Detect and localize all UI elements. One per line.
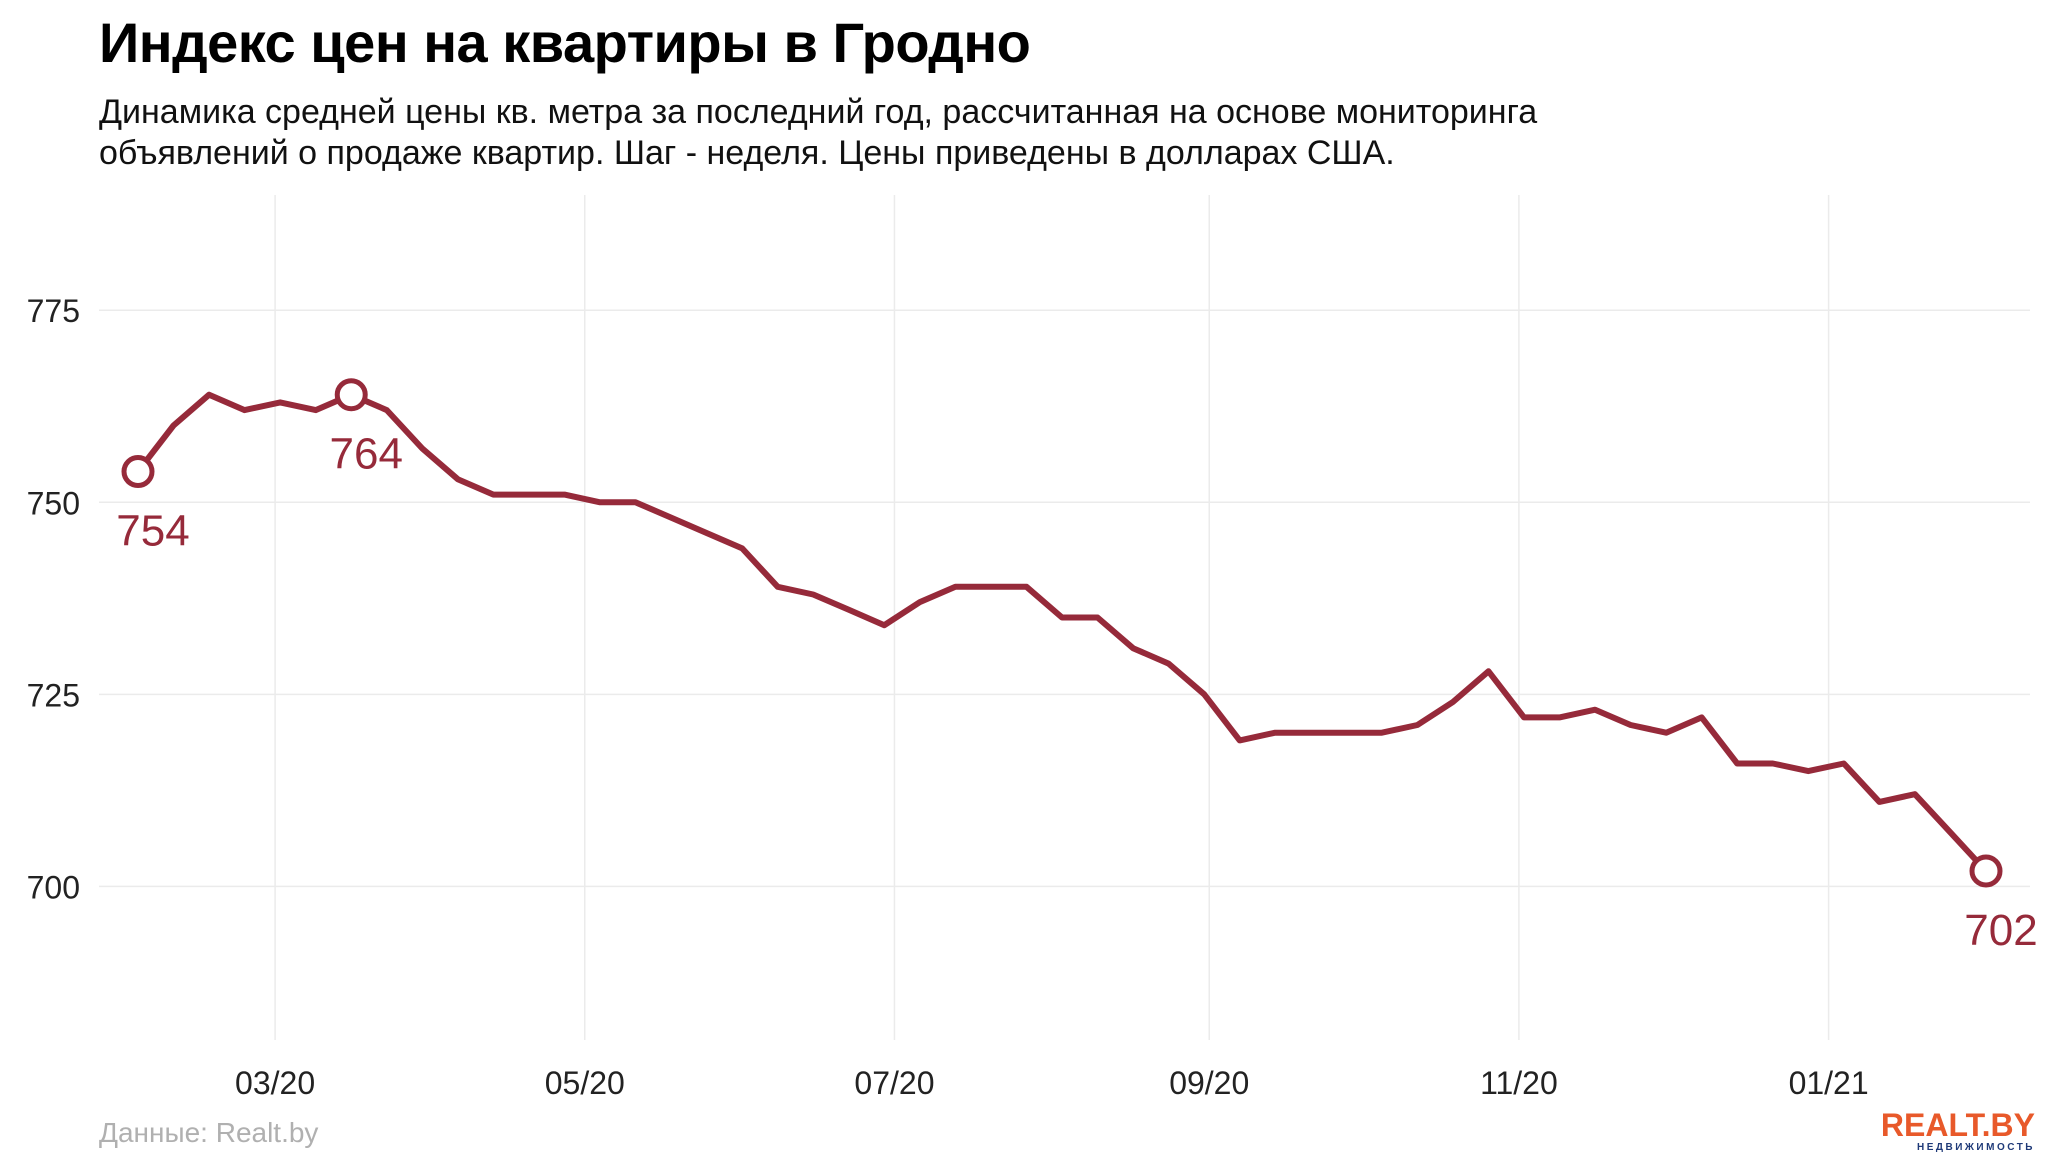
data-point [277, 399, 283, 405]
logo-wordmark: REALT.BY [1880, 1107, 2035, 1143]
data-point [881, 622, 887, 628]
data-source: Данные: Realt.by [99, 1117, 319, 1148]
data-point [1059, 615, 1065, 621]
data-point [171, 422, 177, 428]
data-point [206, 392, 212, 398]
data-point [490, 492, 496, 498]
data-point [419, 446, 425, 452]
data-point [917, 599, 923, 605]
chart-subtitle: Динамика средней цены кв. метра за после… [99, 92, 1799, 174]
annotation-marker [334, 378, 368, 412]
annotation-marker [1969, 854, 2003, 888]
data-point [1130, 645, 1136, 651]
data-point [1557, 714, 1563, 720]
data-point [1166, 661, 1172, 667]
subtitle-line-2: объявлений о продаже квартир. Шаг - неде… [99, 134, 1395, 172]
data-point [1912, 791, 1918, 797]
data-point [526, 492, 532, 498]
data-point [1699, 714, 1705, 720]
data-point [384, 407, 390, 413]
data-point [1343, 730, 1349, 736]
data-point [1663, 730, 1669, 736]
data-point [1308, 730, 1314, 736]
data-point [1734, 760, 1740, 766]
data-point [810, 591, 816, 597]
data-point [704, 530, 710, 536]
chart-title: Индекс цен на квартиры в Гродно [99, 11, 1031, 74]
data-point [1770, 760, 1776, 766]
data-point [633, 499, 639, 505]
annotation-label: 764 [330, 430, 403, 479]
data-point [561, 492, 567, 498]
data-point [1876, 799, 1882, 805]
data-point [668, 515, 674, 521]
data-point [1272, 730, 1278, 736]
x-tick-label: 03/20 [235, 1065, 315, 1101]
data-point [1201, 691, 1207, 697]
data-point [1023, 584, 1029, 590]
y-tick-label: 700 [27, 869, 80, 905]
data-point [1805, 768, 1811, 774]
data-point [1485, 668, 1491, 674]
data-point [952, 584, 958, 590]
data-point [1592, 707, 1598, 713]
data-point [1095, 615, 1101, 621]
data-point [1628, 722, 1634, 728]
annotation-label: 702 [1964, 906, 2037, 955]
data-point [1450, 699, 1456, 705]
data-point [1237, 737, 1243, 743]
x-tick-label: 01/21 [1789, 1065, 1869, 1101]
y-tick-label: 750 [27, 485, 80, 521]
data-point [1379, 730, 1385, 736]
annotation-marker [121, 455, 155, 489]
data-point [1414, 722, 1420, 728]
data-point [1841, 760, 1847, 766]
x-tick-label: 11/20 [1480, 1065, 1558, 1101]
x-tick-label: 09/20 [1169, 1065, 1249, 1101]
data-point [313, 407, 319, 413]
data-point [988, 584, 994, 590]
realt-logo: REALT.BY НЕДВИЖИМОСТЬ [1881, 1108, 2035, 1154]
data-point [775, 584, 781, 590]
price-index-line [135, 391, 1989, 874]
data-point [1947, 830, 1953, 836]
data-point [1521, 714, 1527, 720]
x-tick-label: 07/20 [854, 1065, 934, 1101]
logo-subtitle: НЕДВИЖИМОСТЬ [1916, 1142, 2035, 1153]
data-point [739, 545, 745, 551]
data-point [242, 407, 248, 413]
subtitle-line-1: Динамика средней цены кв. метра за после… [99, 93, 1538, 131]
data-point [846, 607, 852, 613]
y-tick-label: 775 [27, 293, 80, 329]
x-tick-label: 05/20 [545, 1065, 625, 1101]
data-point [597, 499, 603, 505]
data-point [455, 476, 461, 482]
annotation-label: 754 [116, 507, 189, 556]
y-tick-label: 725 [27, 677, 80, 713]
